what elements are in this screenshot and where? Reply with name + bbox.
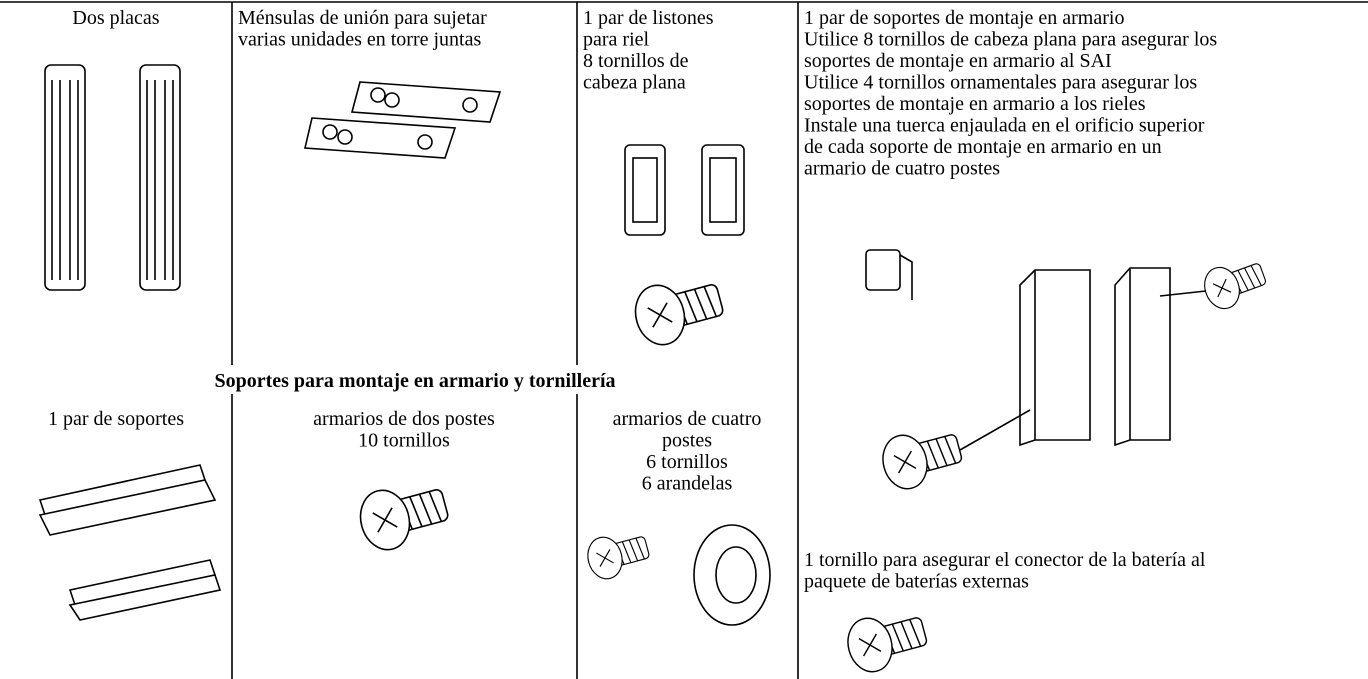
cell-text: soportes de montaje en armario al SAI — [804, 50, 1112, 72]
cell-text: para riel — [583, 29, 650, 51]
cell-text: 6 tornillos — [646, 451, 728, 473]
cell-text: cabeza plana — [583, 72, 686, 94]
cell-text: Instale una tuerca enjaulada en el orifi… — [804, 115, 1205, 137]
plates-illustration — [44, 64, 181, 291]
cell-text: 1 tornillo para asegurar el conector de … — [804, 549, 1206, 571]
cell-text: 8 tornillos de — [583, 50, 689, 72]
cell-text: 1 par de soportes de montaje en armario — [804, 7, 1124, 29]
cell-text: 10 tornillos — [358, 430, 450, 452]
cell-text: varias unidades en torre juntas — [238, 29, 481, 51]
screw-illustration — [582, 525, 653, 584]
rail-strips-illustration — [624, 144, 745, 351]
cell-text: armarios de dos postes — [313, 408, 495, 430]
cell-text: de cada soporte de montaje en armario en… — [804, 136, 1162, 158]
cell-text: Dos placas — [72, 7, 159, 29]
washer-illustration — [693, 524, 771, 626]
cell-text: armarios de cuatro — [613, 408, 762, 430]
cell-text: Utilice 4 tornillos ornamentales para as… — [804, 72, 1197, 94]
section-title: Soportes para montaje en armario y torni… — [214, 370, 615, 392]
cell-text: soportes de montaje en armario a los rie… — [804, 93, 1146, 115]
cell-text: Dos placas Ménsulas de unión para sujetar… — [48, 7, 1217, 593]
brackets-illustration — [304, 81, 502, 159]
rack-brackets-illustration — [865, 249, 1271, 495]
screw-illustration — [841, 603, 932, 678]
cell-text: armario de cuatro postes — [804, 158, 1000, 180]
screw-illustration — [353, 474, 454, 556]
cell-text: Ménsulas de unión para sujetar — [238, 7, 487, 29]
rack-supports-illustration — [38, 464, 222, 621]
cell-text: Utilice 8 tornillos de cabeza plana para… — [804, 29, 1217, 51]
cell-text: 1 par de listones — [583, 7, 714, 29]
cell-text: paquete de baterías externas — [804, 571, 1029, 593]
cell-text: 6 arandelas — [642, 473, 733, 495]
cell-text: postes — [662, 430, 712, 452]
cell-text: 1 par de soportes — [48, 408, 184, 430]
